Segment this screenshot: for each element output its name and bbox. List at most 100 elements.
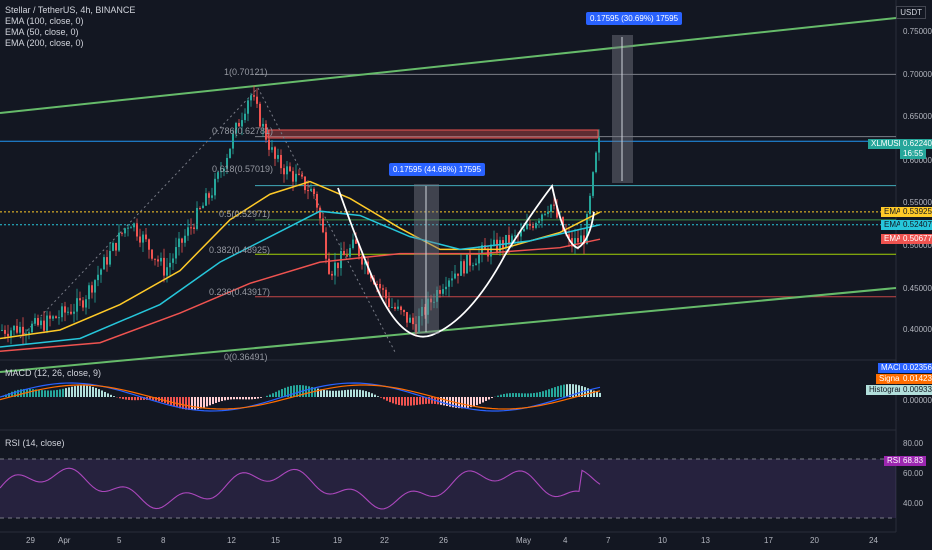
macd-histogram-bar	[50, 390, 52, 397]
macd-histogram-bar	[374, 394, 376, 397]
macd-histogram-bar	[515, 393, 517, 397]
candle-body	[46, 315, 48, 331]
candle-body	[76, 298, 78, 312]
ema-200-value-tag: 0.50677	[900, 234, 932, 244]
candle-body	[592, 172, 594, 196]
candle-body	[178, 238, 180, 248]
ema-50-legend[interactable]: EMA (50, close, 0)	[5, 27, 79, 37]
candle-body	[169, 262, 171, 268]
macd-title[interactable]: MACD (12, 26, close, 9)	[5, 368, 102, 378]
macd-histogram-bar	[215, 397, 217, 403]
time-tick: 22	[380, 536, 389, 545]
candle-body	[199, 207, 201, 209]
macd-histogram-bar	[224, 397, 226, 401]
candle-body	[478, 253, 480, 264]
candle-body	[223, 168, 225, 172]
candle-body	[343, 251, 345, 256]
candle-body	[301, 174, 303, 177]
candle-body	[1, 329, 3, 331]
candle-body	[475, 263, 477, 266]
candle-body	[118, 232, 120, 251]
signal-line	[0, 384, 601, 410]
macd-histogram-bar	[527, 393, 529, 397]
macd-histogram-bar	[569, 384, 571, 397]
ema-200-legend[interactable]: EMA (200, close, 0)	[5, 38, 84, 48]
macd-histogram-bar	[209, 397, 211, 406]
ema-tag-label: EMA	[881, 234, 905, 244]
macd-histogram-bar	[509, 393, 511, 397]
fib-level-label: 0.382(0.48925)	[209, 245, 271, 255]
rsi-tick: 60.00	[903, 469, 924, 478]
ema-tag-label: EMA	[881, 207, 905, 217]
macd-histogram-bar	[77, 385, 79, 397]
macd-histogram-bar	[347, 389, 349, 397]
macd-histogram-bar	[242, 397, 244, 400]
candle-body	[589, 195, 591, 215]
candle-body	[574, 238, 576, 247]
time-tick: 12	[227, 536, 236, 545]
candle-body	[394, 306, 396, 309]
candle-body	[82, 300, 84, 308]
signal-tag-label: Signal	[876, 374, 905, 384]
rsi-tick: 40.00	[903, 499, 924, 508]
macd-value-tag: 0.02356	[900, 363, 932, 373]
macd-histogram-bar	[335, 390, 337, 397]
candle-body	[241, 120, 243, 127]
macd-histogram-bar	[344, 390, 346, 397]
measure-label[interactable]: 0.17595 (44.68%) 17595	[389, 163, 486, 176]
macd-histogram-bar	[179, 397, 181, 409]
candle-body	[445, 286, 447, 290]
macd-histogram-bar	[317, 388, 319, 397]
candle-body	[88, 285, 90, 300]
macd-histogram-bar	[143, 397, 145, 400]
time-tick: 17	[764, 536, 773, 545]
macd-histogram-bar	[230, 397, 232, 400]
candle-body	[541, 214, 543, 221]
macd-histogram-bar	[392, 397, 394, 404]
macd-histogram-bar	[212, 397, 214, 405]
currency-unit-button[interactable]: USDT	[896, 6, 926, 19]
macd-histogram-bar	[62, 388, 64, 397]
macd-histogram-bar	[176, 397, 178, 408]
measure-label[interactable]: 0.17595 (30.69%) 17595	[586, 12, 683, 25]
macd-histogram-bar	[314, 387, 316, 397]
macd-histogram-bar	[47, 390, 49, 397]
candle-body	[202, 205, 204, 209]
macd-histogram-bar	[485, 397, 487, 401]
macd-histogram-bar	[35, 389, 37, 397]
candle-body	[313, 188, 315, 195]
price-tick: 0.75000	[903, 27, 932, 36]
candle-body	[262, 123, 264, 127]
candle-body	[235, 122, 237, 134]
candle-body	[409, 317, 411, 323]
candle-body	[106, 257, 108, 265]
candle-body	[544, 213, 546, 215]
macd-histogram-bar	[272, 393, 274, 397]
candle-body	[103, 257, 105, 270]
candle-body	[355, 239, 357, 244]
candle-body	[286, 166, 288, 175]
symbol-title: Stellar / TetherUS, 4h, BINANCE	[5, 5, 136, 15]
ema-100-legend[interactable]: EMA (100, close, 0)	[5, 16, 84, 26]
macd-histogram-bar	[401, 397, 403, 406]
macd-histogram-bar	[530, 393, 532, 397]
candle-body	[322, 218, 324, 233]
macd-histogram-bar	[488, 397, 490, 400]
candle-body	[160, 257, 162, 262]
candle-body	[91, 285, 93, 293]
macd-histogram-bar	[74, 386, 76, 397]
ema-50-line	[0, 210, 601, 348]
candle-body	[97, 274, 99, 281]
candle-body	[148, 239, 150, 250]
candle-body	[22, 326, 24, 336]
candle-body	[442, 289, 444, 294]
rsi-title[interactable]: RSI (14, close)	[5, 438, 65, 448]
candle-body	[61, 306, 63, 318]
candle-body	[358, 243, 360, 257]
candle-body	[421, 306, 423, 317]
candle-body	[364, 261, 366, 265]
candle-body	[34, 318, 36, 324]
candle-body	[10, 330, 12, 337]
